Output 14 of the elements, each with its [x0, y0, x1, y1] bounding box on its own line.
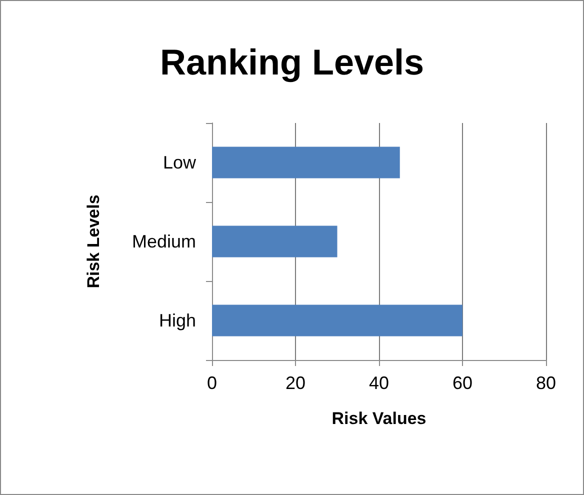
y-tick-label: Medium — [132, 232, 196, 252]
chart-title: Ranking Levels — [160, 42, 424, 82]
x-axis-title: Risk Values — [332, 409, 426, 428]
bar — [212, 226, 338, 258]
bar — [212, 304, 462, 336]
x-tick-label: 80 — [536, 373, 556, 393]
bar — [212, 146, 400, 178]
x-tick-label: 0 — [206, 373, 218, 393]
y-axis-title: Risk Levels — [84, 194, 103, 288]
x-tick-label: 60 — [452, 373, 473, 393]
x-tick-label: 20 — [285, 373, 306, 393]
y-tick-label: High — [158, 310, 196, 330]
y-tick-label: Low — [162, 152, 197, 172]
x-tick-label: 40 — [368, 373, 390, 393]
